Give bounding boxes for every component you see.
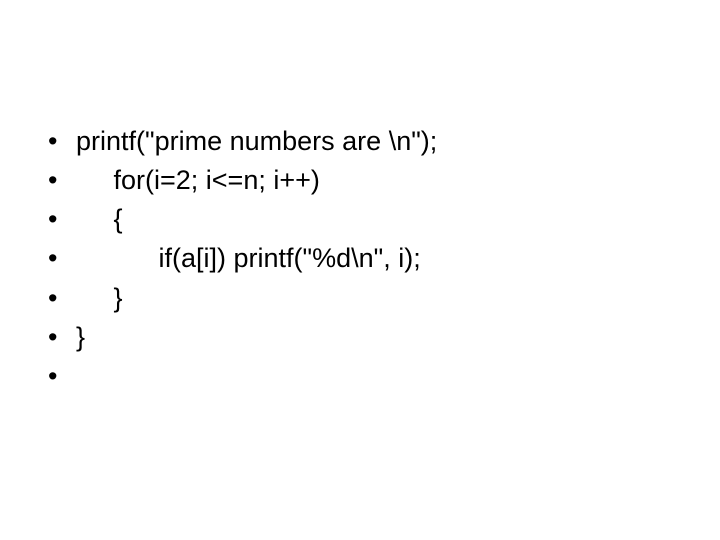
list-item-text: if(a[i]) printf("%d\n", i);: [76, 243, 421, 273]
list-item: }: [48, 279, 720, 318]
list-item-text: {: [76, 204, 123, 234]
list-item-text: printf("prime numbers are \n");: [76, 126, 437, 156]
list-item-text: [76, 361, 84, 391]
list-item: if(a[i]) printf("%d\n", i);: [48, 239, 720, 278]
list-item: printf("prime numbers are \n");: [48, 122, 720, 161]
list-item-text: }: [76, 283, 123, 313]
slide: printf("prime numbers are \n"); for(i=2;…: [0, 0, 720, 540]
list-item-text: for(i=2; i<=n; i++): [76, 165, 320, 195]
list-item: [48, 357, 720, 396]
bullet-list: printf("prime numbers are \n"); for(i=2;…: [48, 122, 720, 396]
list-item: {: [48, 200, 720, 239]
list-item: for(i=2; i<=n; i++): [48, 161, 720, 200]
list-item-text: }: [76, 322, 85, 352]
list-item: }: [48, 318, 720, 357]
